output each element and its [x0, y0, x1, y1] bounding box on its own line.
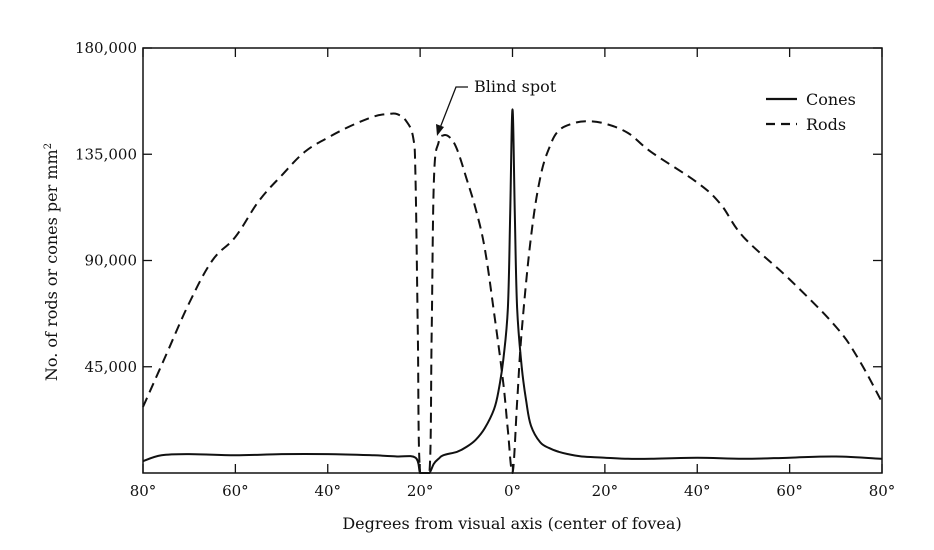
- x-tick-label: 80°: [869, 482, 896, 500]
- y-axis-title-main: No. of rods or cones per mm: [42, 149, 61, 381]
- x-tick-label: 20°: [407, 482, 434, 500]
- blind-spot-leader-line: [439, 86, 468, 129]
- series-lines: [142, 108, 883, 474]
- x-tick-label: 40°: [314, 482, 341, 500]
- legend-rods-label: Rods: [806, 115, 846, 134]
- x-axis-title: Degrees from visual axis (center of fove…: [342, 514, 681, 533]
- axis-ticks: 80° 60° 40° 20° 0° 20° 40° 60° 80° 45,000 90,000 13…: [75, 39, 895, 500]
- legend-cones-label: Cones: [806, 90, 856, 109]
- y-tick-label: 90,000: [85, 252, 138, 270]
- y-axis-title: No. of rods or cones per mm2: [42, 143, 61, 381]
- legend: Cones Rods: [766, 90, 856, 134]
- x-tick-label: 60°: [222, 482, 249, 500]
- blind-spot-arrowhead: [436, 124, 444, 136]
- y-axis-title-superscript: 2: [43, 143, 54, 149]
- x-tick-label: 40°: [684, 482, 711, 500]
- blind-spot-label: Blind spot: [474, 77, 557, 96]
- series-line-cones: [142, 108, 883, 474]
- x-tick-label: 20°: [592, 482, 619, 500]
- blind-spot-annotation: Blind spot: [436, 77, 557, 136]
- y-tick-label: 45,000: [85, 358, 138, 376]
- series-line-rods: [142, 112, 883, 474]
- x-tick-label: 60°: [776, 482, 803, 500]
- y-tick-label: 135,000: [75, 145, 137, 163]
- x-tick-label: 80°: [130, 482, 157, 500]
- x-tick-label: 0°: [504, 482, 521, 500]
- y-tick-label: 180,000: [75, 39, 137, 57]
